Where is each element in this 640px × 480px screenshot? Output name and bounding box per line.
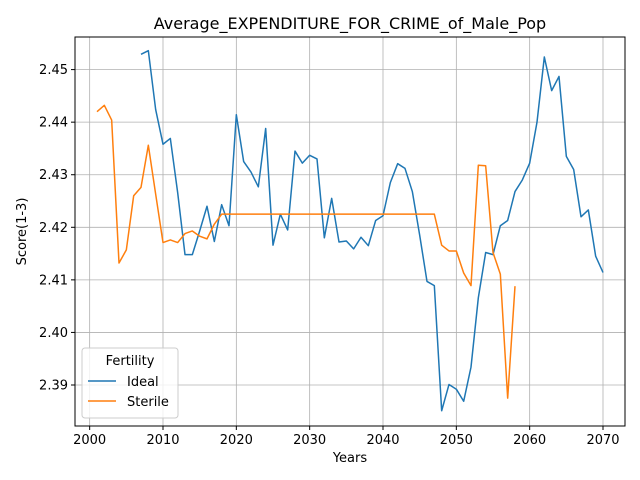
y-tick-label: 2.42 [39, 221, 68, 236]
legend-title: Fertility [106, 354, 155, 369]
x-tick-label: 2070 [586, 433, 619, 448]
x-tick-label: 2040 [366, 433, 399, 448]
y-tick-label: 2.44 [39, 116, 68, 131]
x-axis-label: Years [332, 451, 368, 466]
y-tick-label: 2.41 [39, 273, 68, 288]
chart-title: Average_EXPENDITURE_FOR_CRIME_of_Male_Po… [154, 14, 546, 34]
y-tick-label: 2.45 [39, 63, 68, 78]
y-axis-label: Score(1-3) [15, 198, 30, 266]
y-tick-label: 2.43 [39, 168, 68, 183]
x-tick-label: 2020 [220, 433, 253, 448]
x-tick-label: 2000 [73, 433, 106, 448]
legend-label-sterile: Sterile [127, 395, 169, 410]
x-tick-label: 2050 [440, 433, 473, 448]
x-tick-label: 2030 [293, 433, 326, 448]
legend-label-ideal: Ideal [127, 375, 159, 390]
legend: Fertility Ideal Sterile [82, 348, 178, 418]
x-tick-label: 2060 [513, 433, 546, 448]
x-tick-label: 2010 [146, 433, 179, 448]
y-tick-label: 2.39 [39, 378, 68, 393]
y-tick-label: 2.40 [39, 326, 68, 341]
